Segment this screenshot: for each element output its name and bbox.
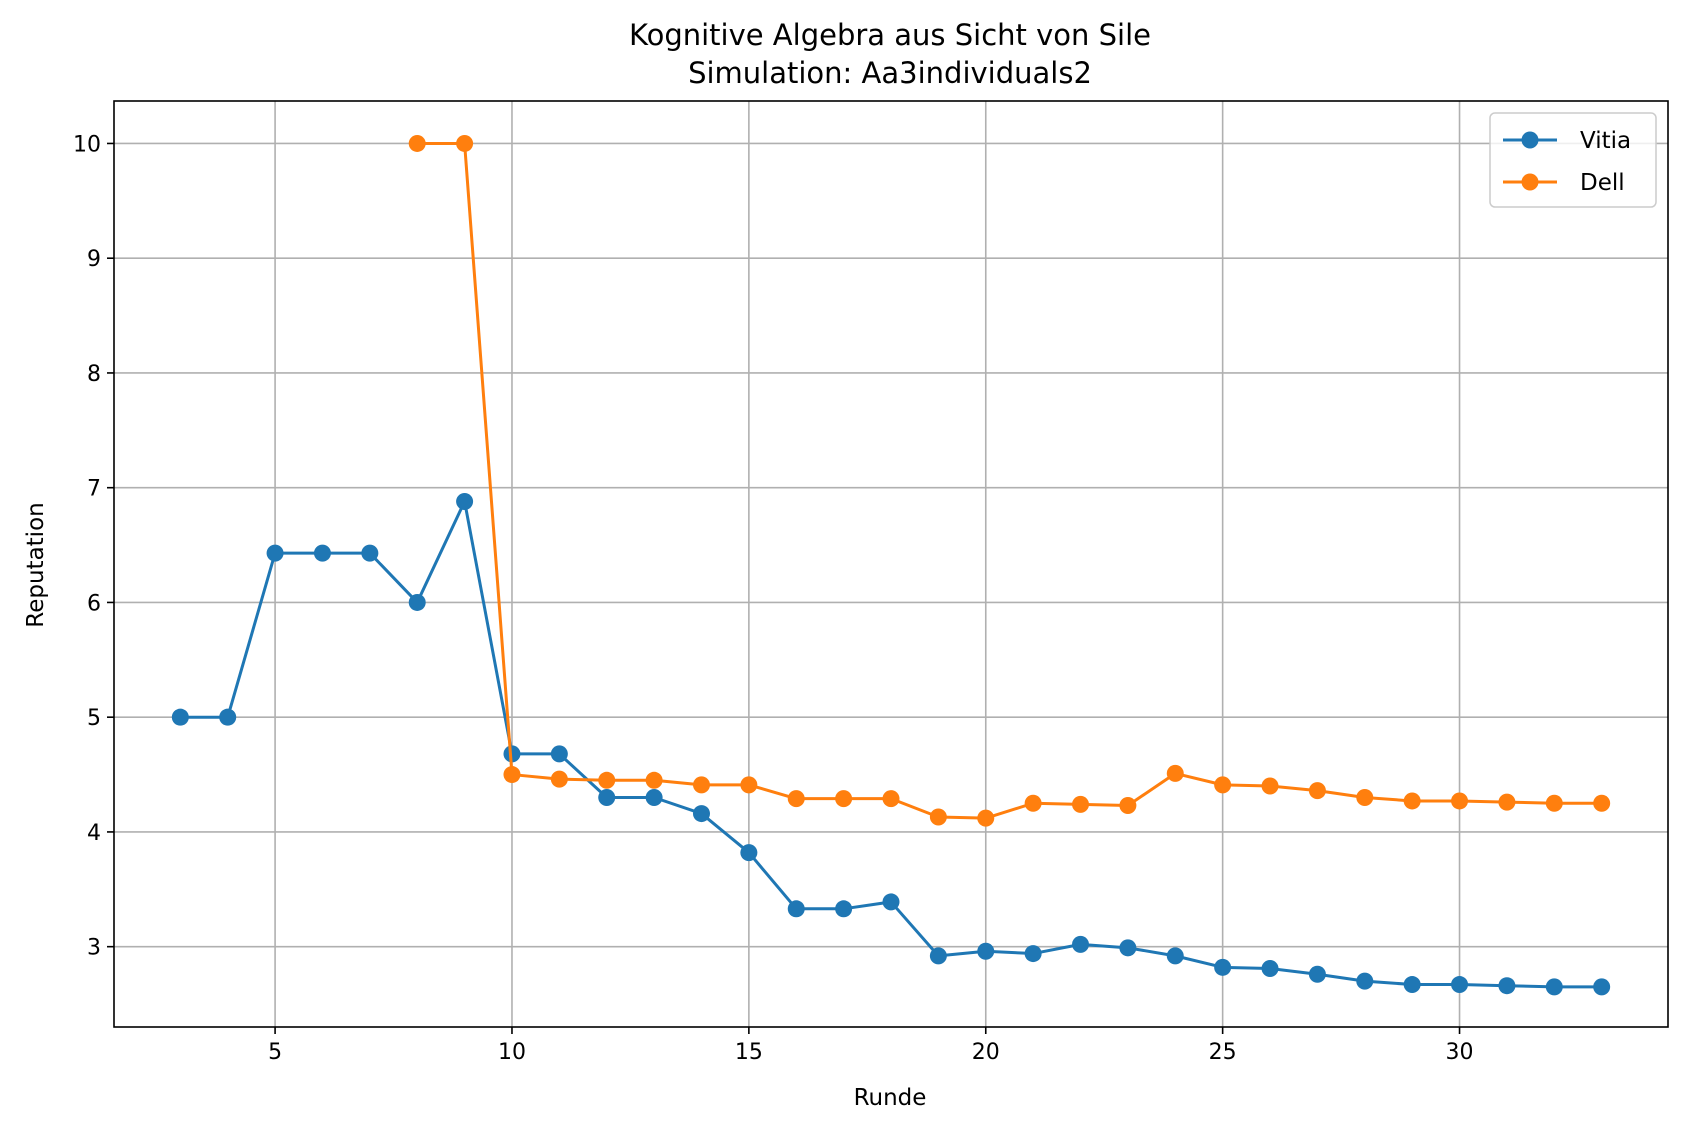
data-point: [692, 805, 710, 823]
x-tick-label: 25: [1209, 1040, 1237, 1065]
legend-label: Dell: [1580, 170, 1625, 196]
legend-marker: [1521, 131, 1539, 149]
y-tick-label: 5: [87, 706, 101, 731]
data-point: [1593, 978, 1611, 996]
data-point: [977, 809, 995, 827]
legend: Vitia Dell: [1489, 112, 1657, 208]
data-point: [1308, 965, 1326, 983]
x-tick-label: 20: [972, 1040, 1000, 1065]
data-point: [1214, 776, 1232, 794]
data-point: [1119, 797, 1137, 815]
x-tick-label: 10: [498, 1040, 526, 1065]
x-tick-label: 15: [735, 1040, 763, 1065]
x-tick-label: 30: [1446, 1040, 1474, 1065]
data-point: [1403, 976, 1421, 994]
grid: [114, 101, 1668, 1027]
data-point: [1356, 789, 1374, 807]
data-point: [408, 134, 426, 152]
data-point: [645, 789, 663, 807]
data-point: [1119, 939, 1137, 957]
y-tick-label: 7: [87, 477, 101, 502]
data-point: [1072, 795, 1090, 813]
data-point: [1498, 977, 1516, 995]
legend-label: Vitia: [1580, 128, 1631, 154]
data-point: [835, 900, 853, 918]
data-point: [929, 947, 947, 965]
data-point: [1451, 792, 1469, 810]
data-point: [645, 771, 663, 789]
data-point: [598, 771, 616, 789]
y-tick-label: 4: [87, 821, 101, 846]
data-point: [1545, 794, 1563, 812]
data-point: [550, 745, 568, 763]
data-point: [361, 544, 379, 562]
data-point: [1166, 764, 1184, 782]
data-point: [171, 708, 189, 726]
data-point: [882, 893, 900, 911]
data-point: [1451, 976, 1469, 994]
data-point: [1024, 794, 1042, 812]
data-point: [1072, 935, 1090, 953]
data-point: [929, 808, 947, 826]
data-point: [977, 942, 995, 960]
y-tick-label: 9: [87, 247, 101, 272]
data-point: [1356, 972, 1374, 990]
plot-area: [114, 101, 1668, 1027]
data-point: [1261, 959, 1279, 977]
ticks: 5 10 15 20 25 30 3 4 5 6 7 8 9 10: [73, 132, 1474, 1065]
data-point: [787, 790, 805, 808]
y-axis-label: Reputation: [23, 502, 49, 627]
y-tick-label: 3: [87, 936, 101, 961]
legend-item: Vitia: [1503, 128, 1631, 154]
y-tick-label: 10: [73, 132, 101, 157]
y-tick-label: 8: [87, 362, 101, 387]
data-point: [1261, 777, 1279, 795]
legend-marker: [1521, 173, 1539, 191]
data-point: [1214, 958, 1232, 976]
data-point: [1403, 792, 1421, 810]
chart-subtitle: Simulation: Aa3individuals2: [688, 56, 1092, 90]
data-point: [740, 776, 758, 794]
data-point: [835, 790, 853, 808]
data-point: [456, 492, 474, 510]
series-dell: [408, 134, 1611, 827]
plot-frame: [113, 100, 1669, 1028]
data-point: [1545, 978, 1563, 996]
data-point: [266, 544, 284, 562]
data-point: [550, 770, 568, 788]
data-point: [1498, 793, 1516, 811]
series-vitia: [171, 492, 1611, 996]
legend-item: Dell: [1503, 170, 1625, 196]
y-tick-label: 6: [87, 591, 101, 616]
data-point: [787, 900, 805, 918]
x-axis-label: Runde: [854, 1085, 927, 1111]
data-point: [1166, 947, 1184, 965]
data-point: [313, 544, 331, 562]
data-point: [503, 766, 521, 784]
data-point: [219, 708, 237, 726]
data-point: [882, 790, 900, 808]
data-point: [692, 776, 710, 794]
data-point: [1024, 945, 1042, 963]
x-tick-label: 5: [268, 1040, 282, 1065]
data-point: [740, 844, 758, 862]
data-point: [408, 593, 426, 611]
data-point: [503, 745, 521, 763]
data-point: [1593, 794, 1611, 812]
data-point: [1308, 782, 1326, 800]
chart-title: Kognitive Algebra aus Sicht von Sile: [629, 18, 1151, 52]
series-layer: [171, 134, 1611, 996]
data-point: [598, 789, 616, 807]
data-point: [456, 134, 474, 152]
